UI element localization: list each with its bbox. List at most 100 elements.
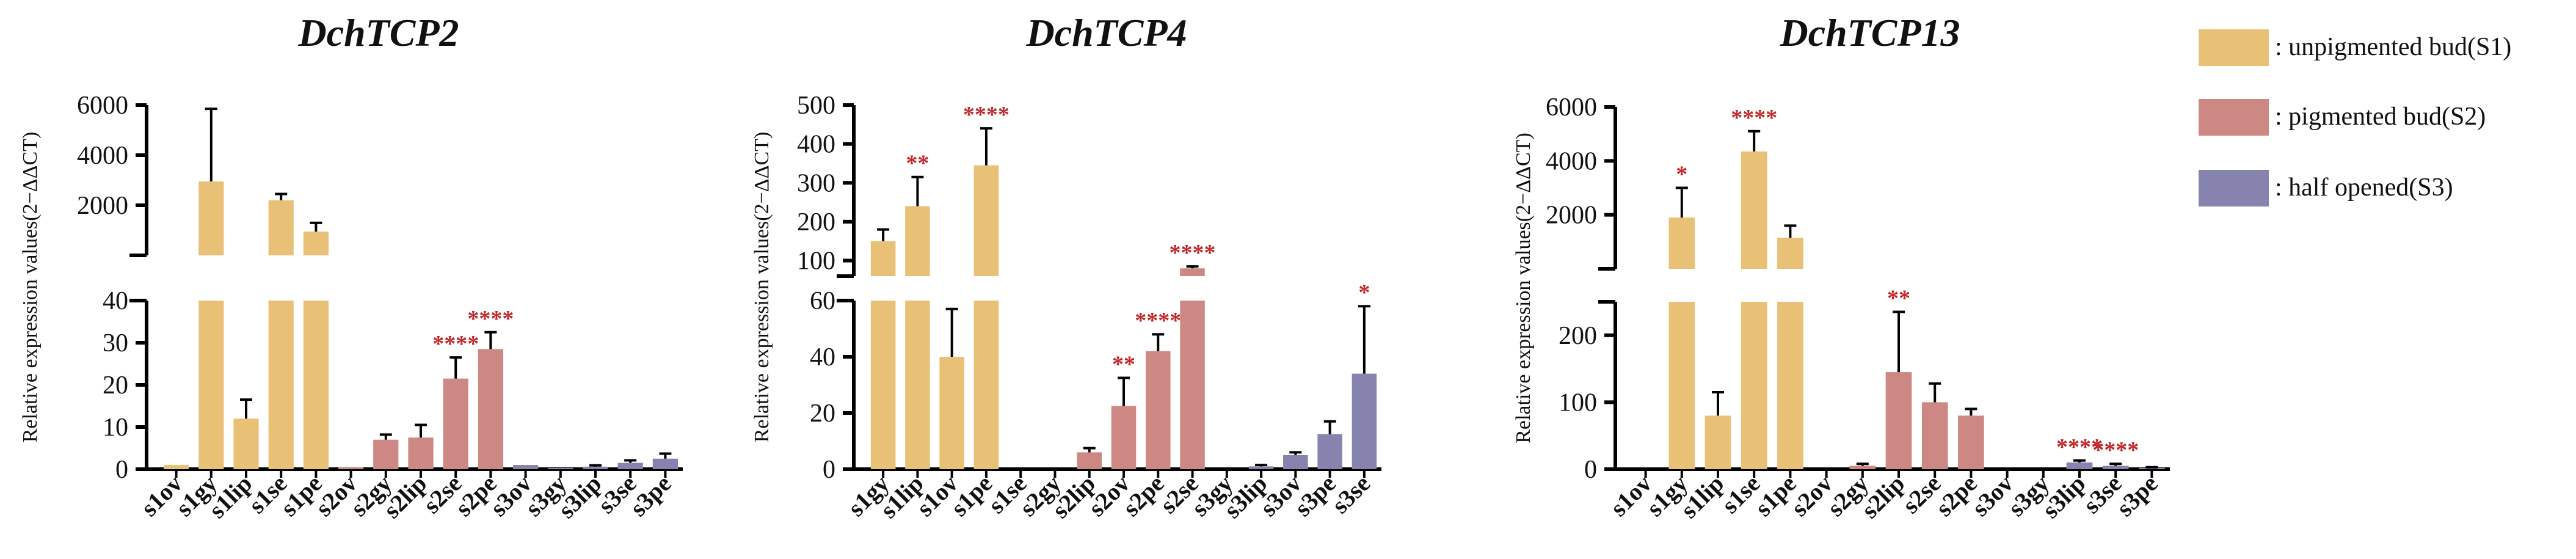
chart2-bar-s2pe	[1146, 351, 1171, 469]
chart1-bar-s3pe	[652, 458, 678, 469]
chart2-bar-s1gy	[870, 301, 896, 469]
chart2-bar-s1pe-upper	[973, 165, 999, 276]
legend-swatch-3	[2199, 170, 2269, 206]
chart2-bar-s2se	[1180, 301, 1205, 469]
chart2-bar-s3lip	[1248, 466, 1274, 469]
chart2-y-tick-label: 300	[797, 169, 835, 197]
chart1-bar-s1ov	[164, 465, 189, 469]
legend-swatch-2	[2199, 99, 2269, 136]
chart2-x-tick-label-s3se: s3se	[1326, 470, 1376, 519]
chart3-significance-s3se: ****	[2092, 437, 2139, 463]
chart1-bar-s1gy-upper	[198, 181, 224, 255]
chart1-y-tick-label: 6000	[77, 92, 128, 120]
chart3-bar-s2gy	[1849, 466, 1876, 469]
chart1-bar-s1gy	[198, 301, 224, 469]
chart1-y-axis-label: Relative expression values(2−ΔΔCT)	[19, 132, 42, 443]
chart3-bar-s2pe	[1958, 415, 1984, 469]
chart1-bar-s2gy	[373, 439, 399, 469]
chart2-bar-s2lip	[1077, 452, 1102, 469]
legend-label-1: : unpigmented bud(S1)	[2275, 33, 2511, 61]
chart2-bar-s1pe	[973, 301, 999, 469]
chart2-bar-s1ov	[939, 357, 964, 469]
chart2-bar-s2ov	[1111, 406, 1137, 469]
chart2-y-tick-label: 0	[823, 456, 835, 484]
chart2-significance-s1pe: ****	[963, 102, 1010, 128]
chart1-bar-s2lip	[408, 437, 434, 469]
chart1-bar-s1lip	[233, 418, 259, 469]
chart1-y-tick-label: 10	[103, 414, 128, 442]
chart1-x-tick-label-s3pe: s3pe	[625, 470, 677, 522]
chart3-y-tick-label: 100	[1559, 389, 1597, 417]
chart3-significance-s3lip: ****	[2056, 434, 2103, 460]
chart2-bar-s3se	[1352, 373, 1377, 469]
chart1-bar-s2se	[443, 378, 468, 469]
chart2-y-tick-label: 100	[797, 247, 835, 276]
chart3-bar-s3se	[2102, 466, 2129, 469]
chart2-y-tick-label: 200	[797, 208, 835, 236]
chart2-title: DchTCP4	[1025, 11, 1187, 54]
legend-label-2: : pigmented bud(S2)	[2275, 103, 2486, 131]
chart3-y-tick-label: 0	[1584, 456, 1597, 484]
chart2-significance-s2pe: ****	[1135, 308, 1181, 334]
chart3-x-tick-label-s3pe: s3pe	[2111, 470, 2163, 522]
chart3-y-tick-label: 200	[1559, 322, 1597, 350]
chart2-bar-s1lip-upper	[905, 206, 930, 276]
chart3-significance-s1gy: *	[1676, 162, 1687, 188]
chart2-y-tick-label: 60	[810, 287, 835, 315]
chart2-y-tick-label: 20	[810, 400, 835, 428]
chart3-bar-s2se	[1921, 402, 1948, 469]
chart3-bar-s2lip	[1885, 372, 1912, 469]
chart1-bar-s3lip	[583, 466, 608, 469]
chart1-bar-s3gy	[548, 467, 573, 469]
chart3-y-tick-label: 4000	[1546, 147, 1597, 175]
legend-label-3: : half opened(S3)	[2275, 174, 2453, 202]
chart2-bar-s2se-upper	[1180, 268, 1205, 276]
chart2-significance-s2se: ****	[1170, 240, 1216, 266]
chart1-y-tick-label: 30	[103, 329, 128, 357]
chart2-bar-s3pe	[1317, 434, 1342, 469]
chart3-bar-s1gy	[1668, 302, 1695, 469]
chart2-y-tick-label: 400	[797, 131, 835, 159]
chart2-y-tick-label: 500	[797, 92, 835, 120]
chart1-y-tick-label: 20	[103, 371, 128, 400]
legend-swatch-1	[2199, 29, 2269, 66]
chart2-significance-s1lip: **	[906, 151, 929, 177]
chart1-significance-s2se: ****	[432, 331, 479, 357]
chart3-y-tick-label: 6000	[1546, 93, 1597, 122]
chart3-bar-s1lip	[1705, 415, 1731, 469]
chart1-y-tick-label: 4000	[77, 142, 128, 170]
chart3-bar-s3lip	[2066, 462, 2093, 469]
chart3-bar-s1pe	[1777, 302, 1803, 469]
chart1-bar-s2pe	[478, 349, 503, 469]
chart1-y-tick-label: 2000	[77, 192, 128, 220]
chart1-bar-s1se	[268, 301, 294, 469]
chart1-bar-s1pe	[303, 301, 329, 469]
chart3-significance-s2lip: **	[1887, 285, 1910, 311]
chart3-bar-s1gy-upper	[1668, 217, 1695, 269]
chart2-bar-s1gy-upper	[870, 241, 896, 276]
chart3-title: DchTCP13	[1779, 11, 1960, 54]
chart1-bar-s3se	[617, 462, 643, 469]
chart3-y-axis-label: Relative expression values(2−ΔΔCT)	[1512, 133, 1535, 444]
chart1-bar-s3ov	[513, 465, 539, 469]
chart3-y-tick-label: 2000	[1546, 202, 1597, 230]
chart2-bar-s3ov	[1283, 455, 1308, 469]
chart3-bar-s3pe	[2139, 467, 2165, 469]
chart1-significance-s2pe: ****	[467, 306, 514, 332]
chart1-title: DchTCP2	[297, 11, 459, 54]
chart3-significance-s1se: ****	[1731, 105, 1777, 131]
chart2-significance-s3se: *	[1358, 280, 1370, 305]
chart1-y-tick-label: 0	[115, 456, 128, 484]
chart1-y-tick-label: 40	[103, 287, 128, 315]
chart3-bar-s1se	[1741, 302, 1767, 469]
chart3-bar-s1se-upper	[1741, 151, 1767, 269]
chart1-bar-s2ov	[338, 467, 364, 469]
chart1-bar-s1pe-upper	[303, 232, 329, 255]
chart2-y-axis-label: Relative expression values(2−ΔΔCT)	[751, 132, 773, 443]
chart2-significance-s2ov: **	[1112, 352, 1135, 378]
chart2-y-tick-label: 40	[810, 343, 835, 371]
chart3-bar-s1pe-upper	[1777, 238, 1803, 269]
chart1-bar-s1se-upper	[268, 200, 294, 255]
chart2-bar-s1lip	[905, 301, 930, 469]
